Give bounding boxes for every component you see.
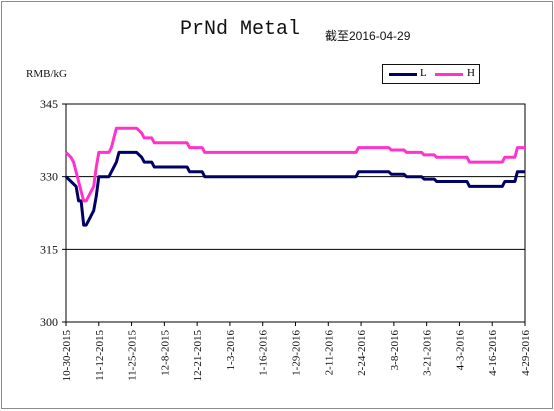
legend-label-l: L [420, 67, 427, 79]
x-tick-label: 2-24-2016 [356, 330, 368, 376]
series-line-l [64, 150, 525, 227]
x-tick-label: 11-12-2015 [94, 330, 106, 381]
y-axis-unit-label: RMB/kG [26, 68, 67, 80]
chart-legend: L H [382, 64, 480, 84]
series-line-h [64, 126, 525, 203]
legend-swatch-l [389, 73, 417, 76]
x-tick-label: 1-3-2016 [225, 330, 237, 371]
x-tick-label: 4-29-2016 [520, 330, 532, 376]
y-tick-label: 315 [40, 242, 58, 256]
y-tick-label: 345 [40, 97, 58, 111]
x-tick-label: 11-25-2015 [127, 330, 139, 381]
x-tick-label: 10-30-2015 [61, 330, 73, 382]
x-tick-label: 2-11-2016 [323, 330, 335, 376]
x-tick-label: 12-8-2015 [159, 330, 171, 376]
plot-area [65, 103, 526, 323]
chart-date-label: 截至2016-04-29 [325, 29, 411, 43]
legend-swatch-h [435, 73, 463, 76]
chart-title: PrNd Metal [180, 18, 301, 41]
x-tick-label: 1-16-2016 [258, 330, 270, 376]
x-tick-label: 3-21-2016 [422, 330, 434, 376]
y-tick-label: 330 [40, 170, 58, 184]
x-tick-label: 12-21-2015 [192, 330, 204, 382]
x-tick-label: 4-3-2016 [454, 330, 466, 371]
y-tick-label: 300 [40, 315, 58, 329]
x-tick-label: 1-29-2016 [291, 330, 303, 376]
x-tick-label: 4-16-2016 [487, 330, 499, 376]
legend-label-h: H [467, 67, 475, 79]
x-tick-label: 3-8-2016 [389, 330, 401, 371]
